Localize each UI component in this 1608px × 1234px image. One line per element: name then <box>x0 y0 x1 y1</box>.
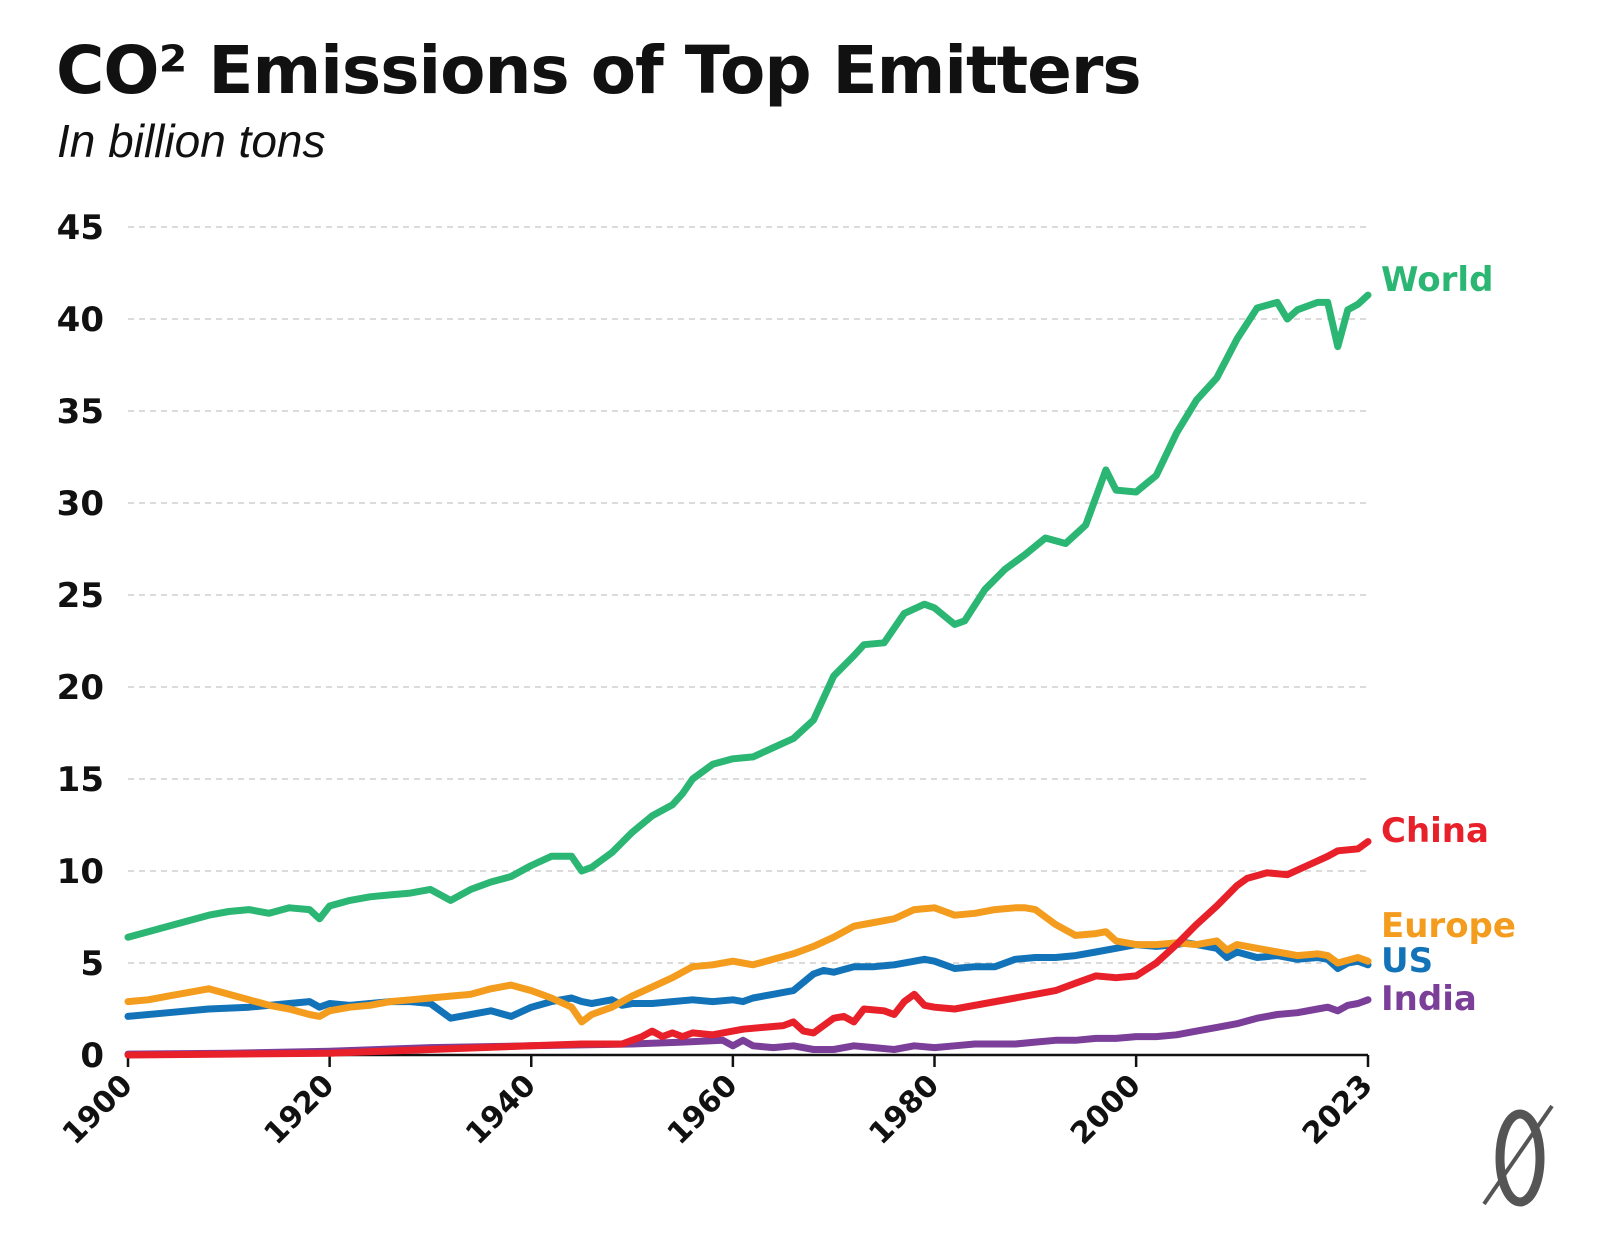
series-lines <box>124 291 1372 1059</box>
y-tick-label: 10 <box>57 852 104 892</box>
y-tick-label: 15 <box>57 760 104 800</box>
series-label-us: US <box>1381 941 1433 981</box>
x-axis: 1900 1920 1940 1960 1980 2000 2023 <box>56 1053 1380 1152</box>
series-label-europe: Europe <box>1381 906 1516 946</box>
series-line-world <box>124 291 1372 941</box>
series-line-europe <box>124 904 1372 1026</box>
series-label-world: World <box>1381 260 1493 300</box>
y-tick-label: 20 <box>57 668 104 708</box>
y-tick-label: 40 <box>57 300 104 340</box>
y-axis: 0 5 10 15 20 25 30 35 40 45 <box>57 208 104 1076</box>
y-tick-label: 30 <box>57 484 104 524</box>
y-tick-label: 45 <box>57 208 104 248</box>
chart-subtitle: In billion tons <box>57 115 326 167</box>
publisher-logo-icon <box>1480 1100 1556 1225</box>
series-label-china: China <box>1381 811 1489 851</box>
series-label-india: India <box>1381 979 1477 1019</box>
x-tick-label: 1920 <box>257 1068 341 1152</box>
x-tick-label: 1980 <box>862 1068 946 1152</box>
x-tick-label: 1960 <box>661 1068 745 1152</box>
y-tick-label: 35 <box>57 392 104 432</box>
x-tick-label: 1900 <box>56 1068 140 1152</box>
x-tick-label: 2023 <box>1296 1068 1380 1152</box>
series-line-india <box>124 996 1372 1058</box>
y-tick-label: 25 <box>57 576 104 616</box>
grid-lines <box>128 226 1368 964</box>
y-tick-label: 0 <box>80 1036 104 1076</box>
series-line-china <box>124 838 1372 1059</box>
x-tick-label: 2000 <box>1064 1068 1148 1152</box>
x-tick-label: 1940 <box>459 1068 543 1152</box>
y-tick-label: 5 <box>80 944 104 984</box>
series-line-us <box>124 939 1372 1022</box>
chart-title: CO² Emissions of Top Emitters <box>56 32 1142 109</box>
